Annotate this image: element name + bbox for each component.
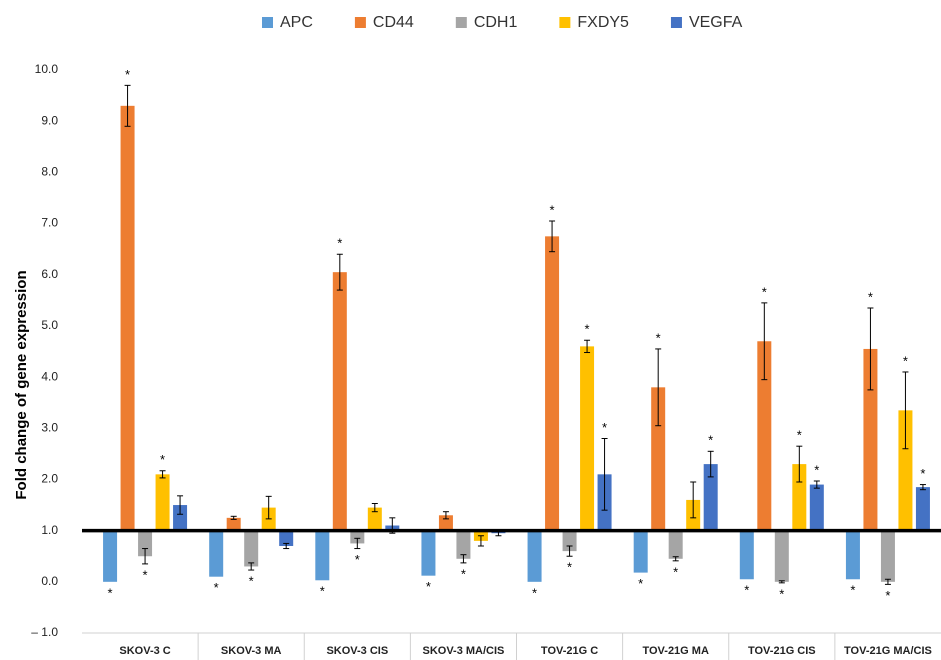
legend-label: VEGFA (689, 14, 743, 31)
bar (315, 530, 330, 581)
legend-label: APC (280, 14, 313, 31)
y-tick-label: – 1.0 (31, 625, 58, 639)
legend-swatch (262, 17, 273, 28)
legend-swatch (455, 17, 467, 28)
bar (668, 530, 683, 559)
y-tick-label: 0.0 (41, 574, 58, 588)
significance-mark: * (550, 202, 555, 217)
bar (757, 341, 772, 531)
significance-mark: * (214, 580, 219, 595)
significance-mark: * (355, 552, 360, 567)
x-tick-label: TOV-21G CIS (748, 645, 816, 657)
x-tick-label: TOV-21G MA/CIS (844, 645, 932, 657)
bar (545, 236, 560, 531)
bar (120, 105, 135, 531)
y-tick-label: 3.0 (41, 420, 58, 434)
bar (880, 530, 895, 582)
bar (792, 464, 807, 531)
y-tick-label: 4.0 (41, 369, 58, 383)
y-tick-label: 2.0 (41, 472, 58, 486)
bar (703, 464, 718, 531)
significance-mark: * (320, 584, 325, 599)
bar (209, 530, 224, 577)
significance-mark: * (920, 466, 925, 481)
significance-mark: * (903, 353, 908, 368)
bar (651, 387, 666, 531)
y-axis-label: Fold change of gene expression (13, 270, 30, 499)
bar (138, 530, 153, 557)
bar (279, 530, 294, 546)
x-tick-label: SKOV-3 CIS (326, 645, 388, 657)
bar (863, 348, 878, 531)
y-tick-label: 6.0 (41, 267, 58, 281)
x-tick-label: TOV-21G C (541, 645, 598, 657)
y-tick-label: 8.0 (41, 165, 58, 179)
bar (633, 530, 648, 573)
y-tick-label: 7.0 (41, 216, 58, 230)
bar (367, 507, 382, 531)
bar (898, 410, 913, 531)
y-tick-label: 10.0 (35, 62, 59, 76)
legend-swatch (354, 17, 366, 28)
significance-mark: * (143, 567, 148, 582)
significance-mark: * (673, 564, 678, 579)
significance-mark: * (797, 428, 802, 443)
significance-mark: * (762, 284, 767, 299)
significance-mark: * (249, 573, 254, 588)
bar (580, 346, 595, 531)
bar (809, 484, 824, 531)
significance-mark: * (567, 560, 572, 575)
x-tick-label: TOV-21G MA (642, 645, 708, 657)
bar (226, 517, 241, 531)
y-tick-label: 1.0 (41, 523, 58, 537)
significance-mark: * (638, 576, 643, 591)
bar (774, 530, 789, 582)
significance-mark: * (337, 236, 342, 251)
significance-mark: * (426, 579, 431, 594)
bar (421, 530, 436, 576)
significance-mark: * (532, 585, 537, 600)
significance-mark: * (708, 433, 713, 448)
legend-label: FXDY5 (577, 14, 629, 31)
significance-mark: * (585, 322, 590, 337)
legend-label: CD44 (373, 14, 414, 31)
bar (438, 515, 453, 531)
significance-mark: * (656, 330, 661, 345)
bar (103, 530, 118, 582)
significance-mark: * (885, 588, 890, 603)
bar (845, 530, 860, 580)
significance-mark: * (779, 586, 784, 601)
significance-mark: * (850, 583, 855, 598)
x-tick-label: SKOV-3 MA (221, 645, 282, 657)
x-tick-label: SKOV-3 C (119, 645, 170, 657)
bar (244, 530, 259, 567)
significance-mark: * (125, 67, 130, 82)
significance-mark: * (868, 289, 873, 304)
bar (527, 530, 542, 582)
bar (915, 487, 930, 531)
bar (155, 474, 170, 531)
significance-mark: * (160, 452, 165, 467)
y-tick-label: 5.0 (41, 318, 58, 332)
significance-mark: * (461, 566, 466, 581)
bar (173, 505, 188, 531)
bar (332, 272, 347, 531)
bar (562, 530, 577, 552)
y-tick-label: 9.0 (41, 113, 58, 127)
bar (350, 530, 365, 544)
bar (456, 530, 471, 559)
significance-mark: * (744, 583, 749, 598)
significance-mark: * (602, 420, 607, 435)
significance-mark: * (814, 462, 819, 477)
legend-swatch (559, 17, 571, 28)
legend-label: CDH1 (474, 14, 518, 31)
significance-mark: * (108, 585, 113, 600)
legend-swatch (670, 17, 682, 28)
x-tick-label: SKOV-3 MA/CIS (422, 645, 504, 657)
bar (739, 530, 754, 580)
